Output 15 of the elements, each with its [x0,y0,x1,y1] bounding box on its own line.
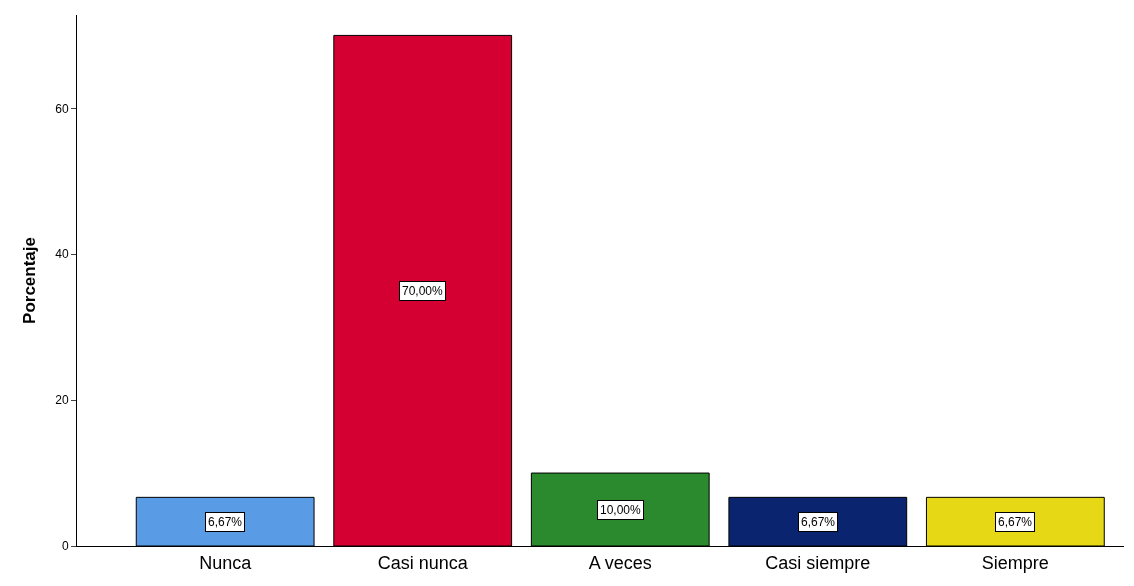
y-tick-label: 0 [61,539,69,554]
x-tick-label: Nunca [199,552,253,573]
x-tick-label: Casi siempre [765,552,871,573]
x-tick-label: Casi nunca [377,552,469,573]
y-tick-label: 20 [55,393,69,408]
data-label: 6,67% [998,515,1033,529]
data-label: 6,67% [208,515,243,529]
x-tick-label: Siempre [981,552,1049,573]
x-tick-label: A veces [588,552,652,573]
data-label: 6,67% [801,515,836,529]
y-axis-title: Porcentaje [19,237,39,324]
y-tick-label: 40 [55,247,69,262]
data-label: 10,00% [600,503,642,517]
y-tick-label: 60 [55,101,69,116]
data-label: 70,00% [402,284,444,298]
